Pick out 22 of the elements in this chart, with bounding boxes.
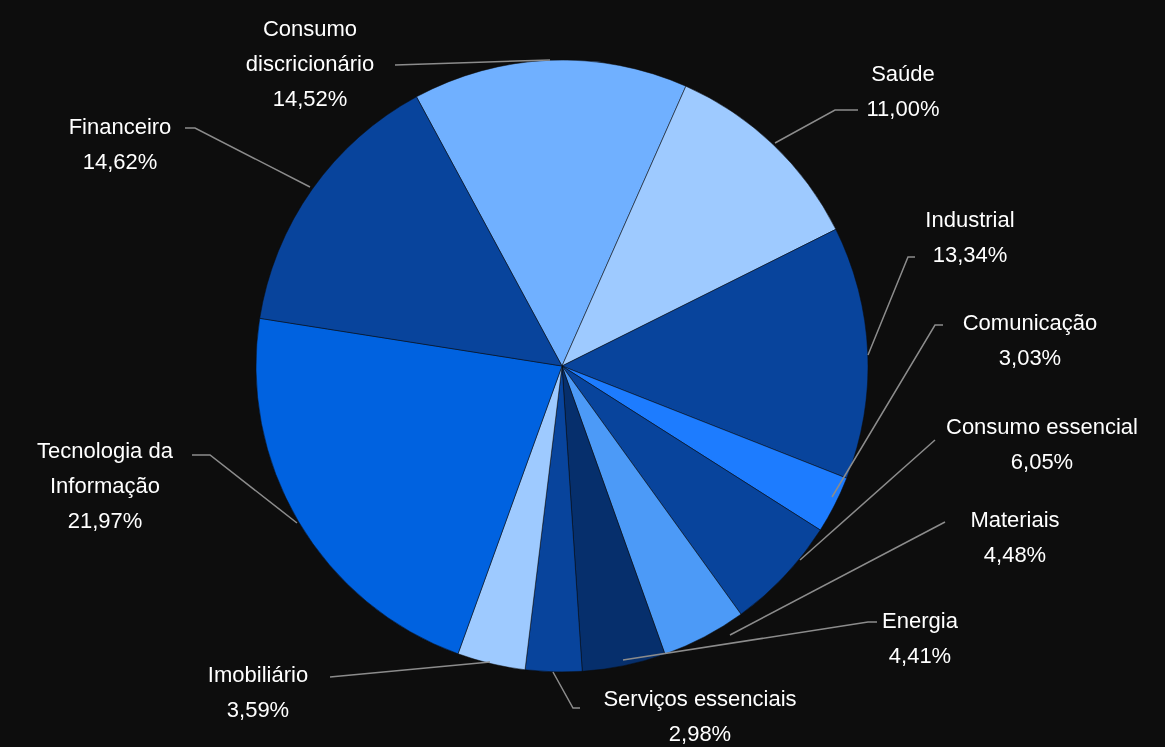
data-label: 3,59% bbox=[226, 696, 290, 722]
slice-label: Industrial bbox=[925, 206, 1015, 232]
data-label: 14,62% bbox=[82, 148, 158, 174]
slice-label: Comunicação bbox=[962, 309, 1098, 335]
slice-label: Serviços essenciais bbox=[603, 685, 797, 711]
slice-label: Consumo discricionário bbox=[245, 15, 375, 76]
slice-label: Imobiliário bbox=[207, 661, 309, 687]
slice-label: Materiais bbox=[970, 506, 1060, 532]
data-label: 4,41% bbox=[888, 642, 952, 668]
slice-label: Tecnologia da Informação bbox=[37, 437, 174, 498]
data-label: 13,34% bbox=[932, 241, 1008, 267]
data-label: 2,98% bbox=[668, 720, 732, 746]
data-label: 14,52% bbox=[272, 85, 348, 111]
slice-label: Financeiro bbox=[68, 113, 172, 139]
data-label: 4,48% bbox=[983, 541, 1047, 567]
data-label: 6,05% bbox=[1010, 448, 1074, 474]
data-label: 11,00% bbox=[866, 95, 940, 121]
slice-label: Energia bbox=[882, 607, 959, 633]
data-label: 21,97% bbox=[67, 507, 143, 533]
data-label: 3,03% bbox=[998, 344, 1062, 370]
slice-label: Saúde bbox=[871, 60, 935, 86]
slice-label: Consumo essencial bbox=[946, 413, 1138, 439]
